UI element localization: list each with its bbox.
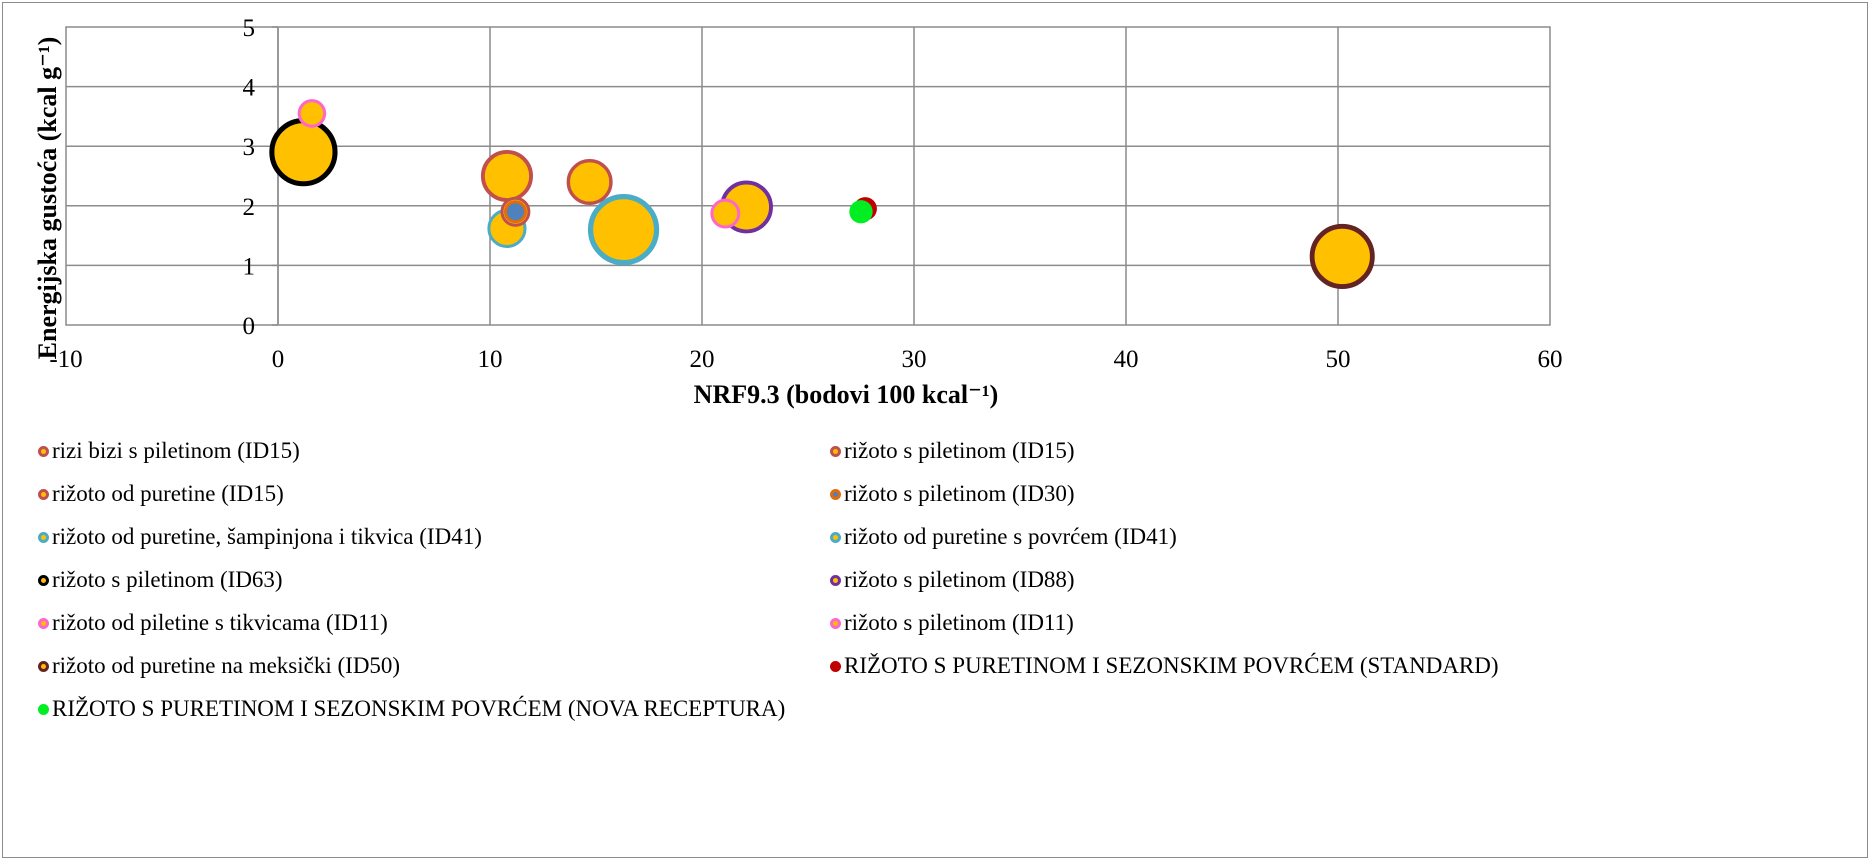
bubble: [297, 99, 327, 128]
x-tick-label: 50: [1326, 346, 1351, 373]
grid: [65, 26, 1551, 326]
x-tick-label: 0: [272, 346, 285, 373]
x-tick-label: 10: [478, 346, 503, 373]
bubble: [566, 158, 613, 205]
x-tick-label: 30: [902, 346, 927, 373]
bubble: [480, 149, 533, 203]
y-tick-label: 1: [243, 253, 256, 280]
y-tick-label: 3: [243, 134, 256, 161]
axes: -10 0 10 20 30 40 50 60 0 1 2 3 4 5: [49, 15, 1562, 373]
bubbles: [269, 99, 1375, 289]
x-tick-label: -10: [49, 346, 82, 373]
y-tick-label: 2: [243, 194, 256, 221]
bubble: [587, 193, 660, 266]
bubble: [269, 118, 338, 187]
x-tick-label: 40: [1114, 346, 1139, 373]
bubble: [710, 198, 741, 229]
y-tick-label: 4: [243, 75, 256, 102]
bubble: [849, 200, 873, 224]
y-axis-label: Energijska gustoća (kcal g⁻¹): [33, 37, 62, 360]
y-tick-label: 0: [243, 313, 256, 340]
bubble: [503, 200, 527, 224]
plot-area: [65, 26, 1551, 326]
y-tick-label: 5: [243, 15, 256, 42]
x-tick-label: 60: [1538, 346, 1563, 373]
bubble: [1309, 223, 1375, 289]
x-axis-label: NRF9.3 (bodovi 100 kcal⁻¹): [694, 380, 999, 409]
x-tick-label: 20: [690, 346, 715, 373]
